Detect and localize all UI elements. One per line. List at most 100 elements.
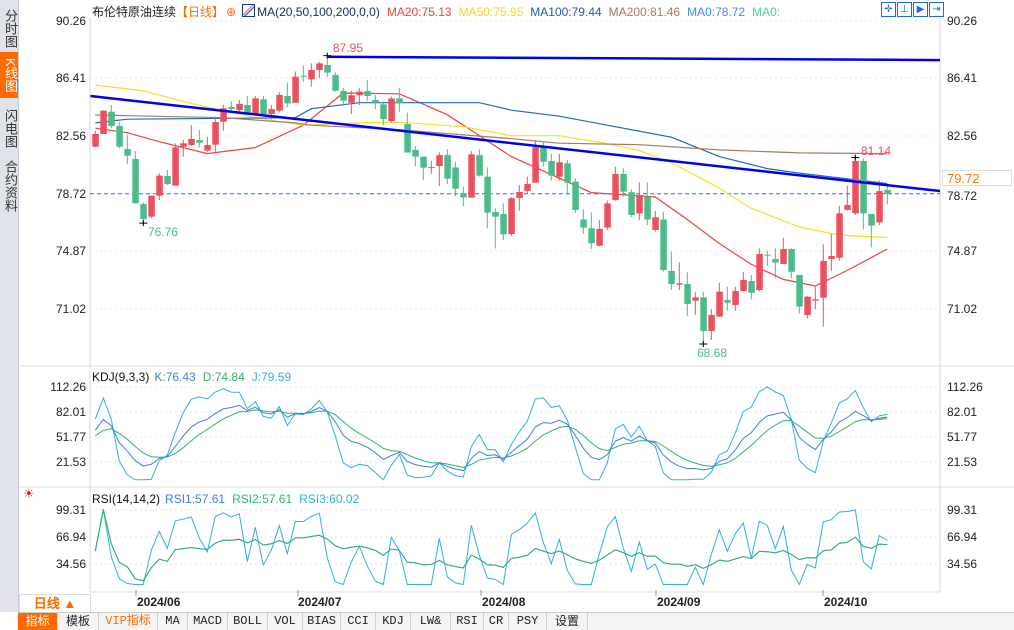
candle [348, 90, 355, 114]
tab-macd[interactable]: MACD [188, 613, 228, 630]
tab-flash[interactable]: 闪电图 [3, 108, 18, 148]
candle [772, 248, 779, 279]
candle [388, 96, 395, 123]
candle [780, 237, 787, 264]
tab-lwr[interactable]: LW& [411, 613, 451, 630]
candle-body [572, 181, 579, 210]
tab-vol[interactable]: VOL [268, 613, 303, 630]
date-tick: 2024/06 [137, 595, 181, 609]
candle-body [820, 260, 827, 298]
candle [108, 104, 115, 129]
candle [716, 282, 723, 317]
tab-cci[interactable]: CCI [341, 613, 376, 630]
period-label: 【日线】 [176, 5, 225, 19]
candle-body [636, 194, 643, 214]
kdj-label: KDJ(9,3,3) [92, 370, 150, 384]
candle [188, 125, 195, 147]
candle-body [660, 219, 667, 270]
candle [340, 87, 347, 107]
candle [876, 180, 883, 226]
candle-body [524, 184, 531, 191]
tab-settings[interactable]: 设置 [547, 613, 588, 630]
tab-contract-info[interactable]: 合约资料 [3, 160, 18, 212]
kdj-tick: 51.77 [55, 430, 86, 444]
candle-body [164, 176, 171, 185]
ma-chart-icon[interactable] [242, 4, 256, 17]
candle [284, 82, 291, 108]
candle [468, 151, 475, 198]
crosshair-icon[interactable]: ✛ [881, 2, 896, 17]
candle-body [300, 75, 307, 77]
candle [116, 121, 123, 149]
tab-indicators[interactable]: 指标 [18, 613, 58, 630]
tab-timeshare[interactable]: 分时图 [3, 8, 18, 48]
play-range-icon[interactable]: ▶ [913, 2, 928, 17]
candle-body [692, 297, 699, 301]
candle [132, 151, 139, 204]
candle [828, 234, 835, 271]
candle [380, 101, 387, 126]
candle [612, 166, 619, 201]
candle-body [396, 98, 403, 104]
candle-body [836, 213, 843, 258]
exit-icon[interactable]: ⇥ [929, 2, 944, 17]
tab-vip-indicators[interactable]: VIP指标 [99, 613, 158, 630]
candle [700, 291, 707, 345]
candle [148, 195, 155, 219]
candle-body [628, 192, 635, 216]
candle-body [548, 160, 555, 176]
fit-range-icon[interactable]: ⊥ [897, 2, 912, 17]
candle-body [372, 100, 379, 103]
extreme-marker [139, 220, 148, 227]
ma-params: MA(20,50,100,200,0,0) [257, 5, 380, 19]
candle-body [588, 228, 595, 244]
rsi1-value: RSI1:57.61 [165, 492, 226, 506]
price-tick: 71.02 [947, 302, 978, 316]
tab-boll[interactable]: BOLL [228, 613, 268, 630]
tab-cr[interactable]: CR [484, 613, 509, 630]
candle-body [644, 196, 651, 220]
price-tick: 78.72 [55, 187, 86, 201]
candle-body [596, 228, 603, 246]
candle [404, 112, 411, 153]
extreme-marker [851, 154, 860, 161]
tab-ma[interactable]: MA [158, 613, 188, 630]
tab-kline[interactable]: K线图 [0, 52, 18, 98]
kdj-header: KDJ(9,3,3) K:76.43 D:74.84 J:79.59 [92, 370, 298, 384]
add-icon[interactable]: ⊕ [226, 5, 237, 19]
tab-templates[interactable]: 模板 [58, 613, 99, 630]
candle-body [868, 213, 875, 226]
candle [588, 212, 595, 249]
candle-body [252, 98, 259, 114]
candle-body [156, 175, 163, 196]
candle-body [700, 297, 707, 332]
period-selector[interactable]: 日线 ▲ [19, 594, 91, 613]
ma100-line [95, 102, 888, 185]
candle-body [356, 91, 363, 96]
candle [412, 145, 419, 167]
candle-body [740, 279, 747, 292]
tab-bias[interactable]: BIAS [303, 613, 341, 630]
candle-body [324, 65, 331, 73]
candle [676, 262, 683, 291]
resistance-trendline [327, 55, 940, 62]
tab-rsi[interactable]: RSI [451, 613, 484, 630]
candle [564, 159, 571, 195]
candle-body [828, 256, 835, 260]
candle [508, 197, 515, 236]
rsi-header: RSI(14,14,2) RSI1:57.61 RSI2:57.61 RSI3:60.… [92, 492, 366, 506]
candle [236, 100, 243, 114]
candle [756, 248, 763, 292]
candle-body [460, 193, 467, 198]
candle-body [228, 107, 235, 110]
tab-kdj[interactable]: KDJ [376, 613, 411, 630]
candle [580, 209, 587, 235]
candle-body [428, 167, 435, 169]
indicator-settings-icon[interactable]: ☀ [23, 486, 35, 501]
candle [548, 153, 555, 181]
candle-body [860, 160, 867, 214]
candle [436, 152, 443, 186]
tab-psy[interactable]: PSY [509, 613, 547, 630]
candle [636, 182, 643, 220]
